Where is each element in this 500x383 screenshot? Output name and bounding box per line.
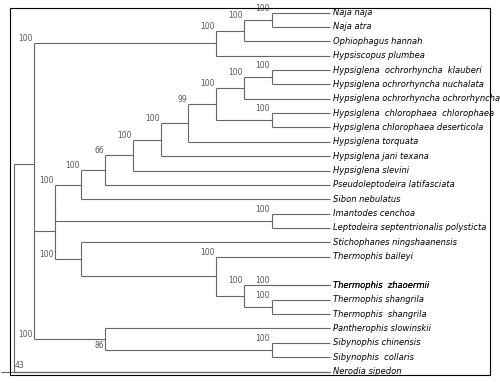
Text: Imantodes cenchoa: Imantodes cenchoa	[333, 209, 415, 218]
Text: Sibynophis chinensis: Sibynophis chinensis	[333, 338, 420, 347]
Text: 100: 100	[228, 277, 242, 285]
Text: Leptodeira septentrionalis polysticta: Leptodeira septentrionalis polysticta	[333, 224, 486, 232]
Text: Pantherophis slowinskii: Pantherophis slowinskii	[333, 324, 431, 333]
Text: Thermophis shangrila: Thermophis shangrila	[333, 295, 424, 304]
Text: 100: 100	[200, 248, 215, 257]
Text: 100: 100	[39, 250, 54, 259]
Text: Hypsiglena slevini: Hypsiglena slevini	[333, 166, 409, 175]
Text: Ophiophagus hannah: Ophiophagus hannah	[333, 37, 422, 46]
Text: 100: 100	[256, 3, 270, 13]
Text: 100: 100	[200, 21, 215, 31]
Text: 99: 99	[178, 95, 187, 104]
Text: 100: 100	[18, 330, 33, 339]
Text: 100: 100	[65, 161, 80, 170]
Text: 100: 100	[117, 131, 132, 139]
Text: Nerodia sipedon: Nerodia sipedon	[333, 367, 402, 376]
Text: Thermophis baileyi: Thermophis baileyi	[333, 252, 413, 261]
Text: 100: 100	[256, 61, 270, 70]
Text: Naja naja: Naja naja	[333, 8, 372, 17]
Text: Hypsiglena  chlorophaea  chlorophaea: Hypsiglena chlorophaea chlorophaea	[333, 109, 494, 118]
Text: Hypsiglena  ochrorhyncha  klauberi: Hypsiglena ochrorhyncha klauberi	[333, 65, 482, 75]
Text: Hypsiglena ochrorhyncha ochrorhyncha: Hypsiglena ochrorhyncha ochrorhyncha	[333, 94, 500, 103]
Text: 100: 100	[256, 104, 270, 113]
Text: Naja atra: Naja atra	[333, 23, 372, 31]
Text: 100: 100	[256, 291, 270, 300]
Text: Hypsiglena torquata: Hypsiglena torquata	[333, 137, 418, 146]
Text: Hypsiglena ochrorhyncha nuchalata: Hypsiglena ochrorhyncha nuchalata	[333, 80, 484, 89]
Text: 100: 100	[256, 205, 270, 214]
Text: 100: 100	[18, 34, 33, 43]
Text: Hypsiglena chlorophaea deserticola: Hypsiglena chlorophaea deserticola	[333, 123, 484, 132]
Text: Sibynophis  collaris: Sibynophis collaris	[333, 353, 414, 362]
Text: 100: 100	[200, 79, 215, 88]
Text: 86: 86	[94, 341, 104, 350]
Text: 43: 43	[15, 361, 24, 370]
Text: Thermophis  shangrila: Thermophis shangrila	[333, 309, 427, 319]
Text: Hypsiglena jani texana: Hypsiglena jani texana	[333, 152, 429, 161]
Text: Thermophis  zhaoermii: Thermophis zhaoermii	[333, 281, 430, 290]
Text: 100: 100	[256, 277, 270, 285]
Text: Thermophis  zhaoermii: Thermophis zhaoermii	[333, 281, 430, 290]
Text: Sibon nebulatus: Sibon nebulatus	[333, 195, 400, 204]
Text: 100: 100	[228, 11, 242, 20]
Text: 100: 100	[145, 114, 160, 123]
Text: 66: 66	[94, 146, 104, 155]
Text: 100: 100	[256, 334, 270, 343]
Text: Hypsiscopus plumbea: Hypsiscopus plumbea	[333, 51, 425, 60]
Text: Pseudoleptodeira latifasciata: Pseudoleptodeira latifasciata	[333, 180, 455, 190]
Text: 100: 100	[39, 176, 54, 185]
Text: 100: 100	[228, 68, 242, 77]
Text: Stichophanes ningshaanensis: Stichophanes ningshaanensis	[333, 238, 457, 247]
